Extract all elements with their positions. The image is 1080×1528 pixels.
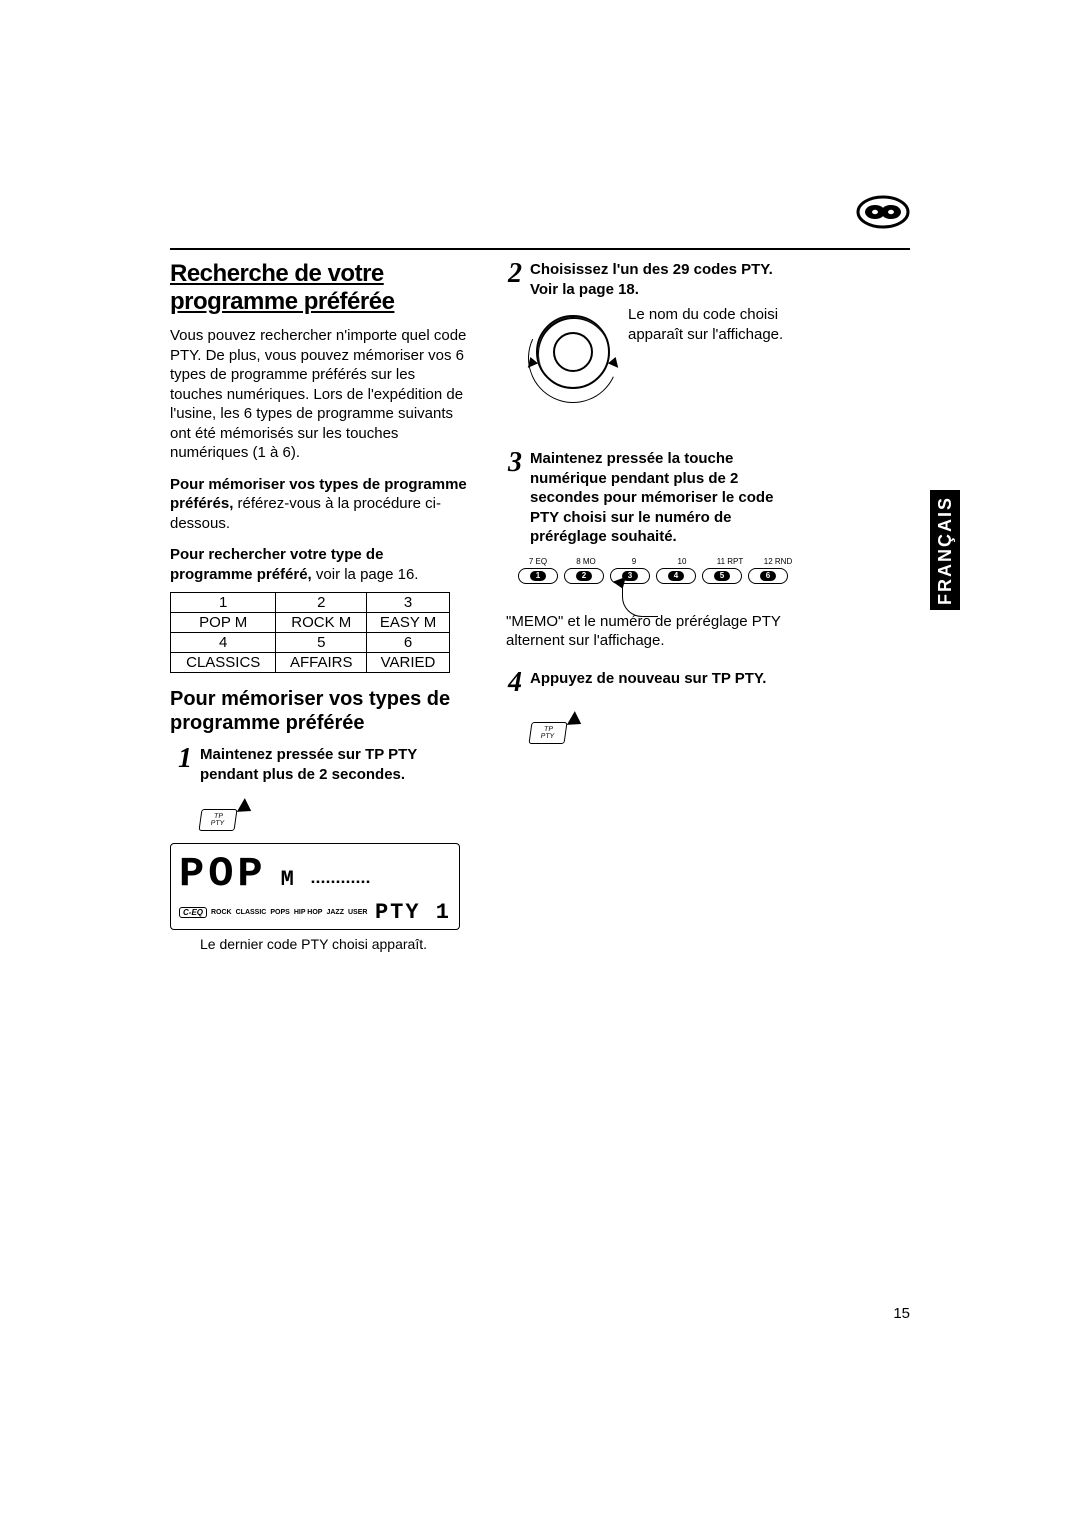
top-rule bbox=[170, 248, 910, 250]
disc-logo-icon bbox=[856, 195, 910, 234]
key-top-label: 9 bbox=[614, 557, 654, 566]
table-cell: 5 bbox=[276, 633, 367, 653]
table-cell: 3 bbox=[367, 593, 450, 613]
language-label: FRANÇAIS bbox=[935, 496, 956, 605]
table-cell: POP M bbox=[171, 613, 276, 633]
display-sub-text: M bbox=[281, 867, 296, 892]
press-arrow-icon bbox=[564, 709, 594, 733]
step-text: Maintenez pressée sur TP PTY pendant plu… bbox=[200, 745, 470, 784]
table-cell: 4 bbox=[171, 633, 276, 653]
lcd-display-illustration: POP M ▪▪▪▪▪▪▪▪▪▪▪▪ C-EQ ROCK CLASSIC POP… bbox=[170, 843, 460, 930]
key-top-label: 12 RND bbox=[758, 557, 798, 566]
eq-mode: JAZZ bbox=[326, 909, 344, 916]
key-top-label: 11 RPT bbox=[710, 557, 750, 566]
section-heading: Recherche de votre programme préférée bbox=[170, 260, 470, 316]
display-pty-text: PTY 1 bbox=[375, 900, 451, 925]
tp-pty-button-illustration: TP PTY bbox=[200, 794, 470, 831]
step-3: 3 Maintenez pressée la touche numérique … bbox=[500, 449, 800, 547]
preset-key: 2 bbox=[564, 568, 604, 584]
step-text: Choisissez l'un des 29 codes PTY. Voir l… bbox=[530, 260, 800, 299]
table-cell: 6 bbox=[367, 633, 450, 653]
preset-key: 4 bbox=[656, 568, 696, 584]
key-top-label: 8 MO bbox=[566, 557, 606, 566]
pty-label: PTY bbox=[540, 733, 555, 740]
page-number: 15 bbox=[893, 1305, 910, 1322]
step-number: 2 bbox=[500, 260, 522, 288]
step-text: Appuyez de nouveau sur TP PTY. bbox=[530, 669, 800, 689]
table-cell: 2 bbox=[276, 593, 367, 613]
memo-note: "MEMO" et le numéro de préréglage PTY al… bbox=[506, 612, 800, 651]
search-hint: Pour rechercher votre type de programme … bbox=[170, 545, 470, 584]
preset-key: 5 bbox=[702, 568, 742, 584]
search-hint-rest: voir la page 16. bbox=[316, 566, 419, 583]
eq-mode: POPS bbox=[270, 909, 289, 916]
step-number: 4 bbox=[500, 669, 522, 697]
step-text: Maintenez pressée la touche numérique pe… bbox=[530, 449, 800, 547]
step-1: 1 Maintenez pressée sur TP PTY pendant p… bbox=[170, 745, 470, 784]
step-number: 1 bbox=[170, 745, 192, 773]
memo-hint: Pour mémoriser vos types de programme pr… bbox=[170, 475, 470, 534]
language-tab: FRANÇAIS bbox=[930, 490, 960, 610]
display-main-text: POP bbox=[179, 850, 267, 898]
preset-key: 1 bbox=[518, 568, 558, 584]
press-arrow-icon bbox=[234, 796, 264, 820]
key-top-label: 7 EQ bbox=[518, 557, 558, 566]
table-cell: VARIED bbox=[367, 653, 450, 673]
step-number: 3 bbox=[500, 449, 522, 477]
ceq-badge: C-EQ bbox=[179, 907, 207, 918]
eq-mode: HIP HOP bbox=[294, 909, 323, 916]
eq-mode: USER bbox=[348, 909, 367, 916]
table-cell: ROCK M bbox=[276, 613, 367, 633]
preset-key: 6 bbox=[748, 568, 788, 584]
eq-mode: ROCK bbox=[211, 909, 232, 916]
subsection-heading: Pour mémoriser vos types de programme pr… bbox=[170, 687, 470, 735]
tp-label: TP bbox=[544, 726, 554, 733]
eq-mode: CLASSIC bbox=[236, 909, 267, 916]
pty-presets-table: 1 2 3 POP M ROCK M EASY M 4 5 6 CLASSICS… bbox=[170, 592, 450, 673]
table-cell: EASY M bbox=[367, 613, 450, 633]
step2-note: Le nom du code choisi apparaît sur l'aff… bbox=[628, 305, 800, 344]
step-2: 2 Choisissez l'un des 29 codes PTY. Voir… bbox=[500, 260, 800, 299]
table-cell: AFFAIRS bbox=[276, 653, 367, 673]
key-top-label: 10 bbox=[662, 557, 702, 566]
intro-paragraph: Vous pouvez rechercher n'importe quel co… bbox=[170, 326, 470, 463]
number-keys-illustration: 7 EQ 8 MO 9 10 11 RPT 12 RND 1 2 3 4 5 6 bbox=[518, 557, 798, 584]
rotary-dial-illustration bbox=[528, 309, 618, 399]
pty-label: PTY bbox=[210, 820, 225, 827]
tp-label: TP bbox=[214, 813, 224, 820]
table-cell: CLASSICS bbox=[171, 653, 276, 673]
table-cell: 1 bbox=[171, 593, 276, 613]
step-4: 4 Appuyez de nouveau sur TP PTY. bbox=[500, 669, 800, 697]
step1-caption: Le dernier code PTY choisi apparaît. bbox=[200, 936, 470, 952]
tp-pty-button-illustration: TP PTY bbox=[530, 707, 800, 744]
